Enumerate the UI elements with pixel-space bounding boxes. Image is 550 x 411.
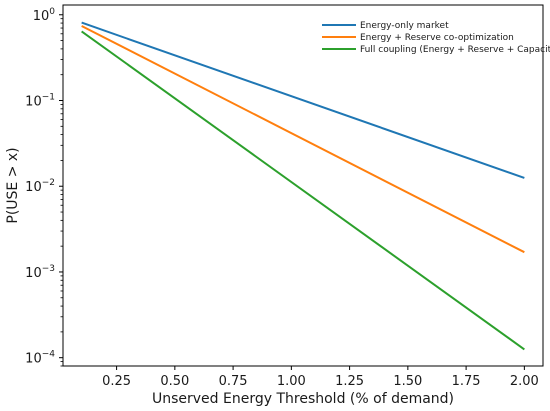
plot-area xyxy=(62,4,544,367)
y-tick-label: 10−3 xyxy=(25,264,55,281)
y-tick-label: 10−2 xyxy=(25,178,55,195)
legend-label-2: Energy + Reserve co-optimization xyxy=(360,33,514,43)
y-tick-label-exponent: −2 xyxy=(42,178,55,188)
x-tick-label: 0.75 xyxy=(219,374,248,389)
y-tick-label-exponent: −4 xyxy=(42,350,56,360)
y-tick-label: 100 xyxy=(33,7,56,24)
y-tick-label-base: 10 xyxy=(33,9,50,24)
y-axis-label: P(USE > x) xyxy=(5,147,21,223)
series-line-2 xyxy=(81,25,525,254)
y-tick-label-base: 10 xyxy=(25,266,42,281)
y-tick-label: 10−1 xyxy=(25,92,55,109)
x-tick-label: 1.25 xyxy=(335,374,364,389)
y-tick-label-base: 10 xyxy=(25,352,42,367)
legend: Energy-only market Energy + Reserve co-op… xyxy=(322,21,550,55)
y-tick-label-exponent: −3 xyxy=(42,264,55,274)
x-tick-label: 0.50 xyxy=(160,374,189,389)
x-tick-label: 0.25 xyxy=(102,374,131,389)
y-tick-label-base: 10 xyxy=(25,180,42,195)
y-tick-label-exponent: −1 xyxy=(42,92,55,102)
x-tick-label: 2.00 xyxy=(510,374,539,389)
x-tick-label: 1.00 xyxy=(277,374,306,389)
plot-frame xyxy=(62,4,544,367)
x-tick-label: 1.50 xyxy=(393,374,422,389)
series-group xyxy=(81,21,525,351)
axis-ticks: 0.25 0.50 0.75 1.00 1.25 1.50 1.75 2.0010010−11… xyxy=(25,7,539,389)
y-tick-label: 10−4 xyxy=(25,350,55,367)
x-tick-label: 1.75 xyxy=(452,374,481,389)
series-line-1 xyxy=(81,21,525,179)
series-line-3 xyxy=(81,30,525,351)
y-tick-label-base: 10 xyxy=(25,94,42,109)
legend-label-3: Full coupling (Energy + Reserve + Capaci… xyxy=(360,45,550,55)
y-tick-label-exponent: 0 xyxy=(49,7,55,17)
x-axis-label: Unserved Energy Threshold (% of demand) xyxy=(152,391,454,407)
legend-label-1: Energy-only market xyxy=(360,21,449,31)
